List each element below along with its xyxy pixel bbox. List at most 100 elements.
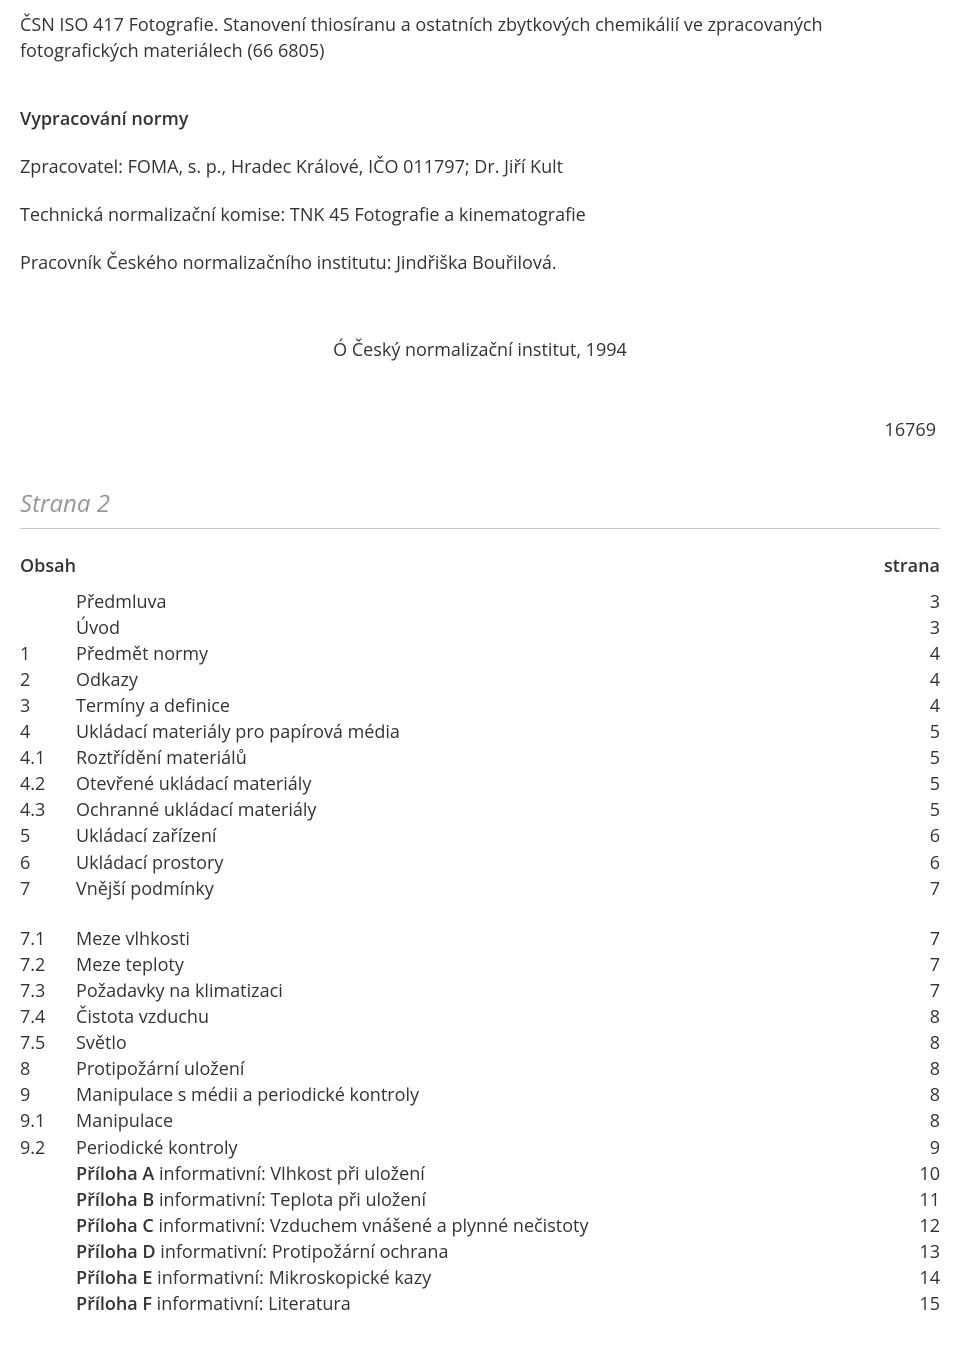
- toc-title: Příloha C informativní: Vzduchem vnášené…: [76, 1213, 900, 1239]
- toc-page: 7: [900, 926, 940, 952]
- toc-row: Předmluva3: [20, 589, 940, 615]
- toc-title: Manipulace: [76, 1108, 900, 1134]
- toc-title: Příloha B informativní: Teplota při ulož…: [76, 1187, 900, 1213]
- toc-title: Příloha F informativní: Literatura: [76, 1291, 900, 1317]
- toc-row: 4Ukládací materiály pro papírová média5: [20, 719, 940, 745]
- toc-title: Meze teploty: [76, 952, 900, 978]
- toc-row: 7.2Meze teploty7: [20, 952, 940, 978]
- toc-number: 3: [20, 693, 76, 719]
- toc-number: 2: [20, 667, 76, 693]
- toc-title: Roztřídění materiálů: [76, 745, 900, 771]
- toc-title: Požadavky na klimatizaci: [76, 978, 900, 1004]
- toc-row: Příloha D informativní: Protipožární och…: [20, 1239, 940, 1265]
- toc-row: Příloha C informativní: Vzduchem vnášené…: [20, 1213, 940, 1239]
- toc-page: 8: [900, 1056, 940, 1082]
- toc-page: 3: [900, 615, 940, 641]
- toc-page: 7: [900, 978, 940, 1004]
- toc-title: Periodické kontroly: [76, 1135, 900, 1161]
- toc-number: 8: [20, 1056, 76, 1082]
- toc-title: Meze vlhkosti: [76, 926, 900, 952]
- toc-title: Protipožární uložení: [76, 1056, 900, 1082]
- toc-row: 1Předmět normy4: [20, 641, 940, 667]
- toc-page: 7: [900, 952, 940, 978]
- toc-number: 4: [20, 719, 76, 745]
- code-number: 16769: [20, 417, 940, 443]
- toc-title: Ukládací prostory: [76, 850, 900, 876]
- author-line: Zpracovatel: FOMA, s. p., Hradec Králové…: [20, 154, 940, 180]
- toc-page: 5: [900, 719, 940, 745]
- toc-title: Příloha E informativní: Mikroskopické ka…: [76, 1265, 900, 1291]
- toc-title: Termíny a definice: [76, 693, 900, 719]
- toc-row: 4.2Otevřené ukládací materiály5: [20, 771, 940, 797]
- toc-page: 4: [900, 641, 940, 667]
- toc-prefix: Příloha D: [76, 1240, 156, 1264]
- institute-line: Pracovník Českého normalizačního institu…: [20, 250, 940, 276]
- toc-title: Světlo: [76, 1030, 900, 1056]
- toc-row: 5Ukládací zařízení6: [20, 823, 940, 849]
- toc-prefix: Příloha E: [76, 1266, 152, 1290]
- divider: [20, 528, 940, 529]
- toc-row: Příloha E informativní: Mikroskopické ka…: [20, 1265, 940, 1291]
- toc-title: Ukládací zařízení: [76, 823, 900, 849]
- toc-title: Čistota vzduchu: [76, 1004, 900, 1030]
- toc-number: 7.4: [20, 1004, 76, 1030]
- toc-page: 8: [900, 1030, 940, 1056]
- toc-number: 7: [20, 876, 76, 902]
- toc-row: 9Manipulace s médii a periodické kontrol…: [20, 1082, 940, 1108]
- toc-row: 7.5Světlo8: [20, 1030, 940, 1056]
- toc-page: 14: [900, 1265, 940, 1291]
- toc-number: 6: [20, 850, 76, 876]
- toc-page: 8: [900, 1004, 940, 1030]
- contents-header: Obsah strana: [20, 553, 940, 579]
- toc-page: 5: [900, 797, 940, 823]
- toc-page: 9: [900, 1135, 940, 1161]
- toc-page: 6: [900, 823, 940, 849]
- toc-row: 7.3Požadavky na klimatizaci7: [20, 978, 940, 1004]
- toc-number: 5: [20, 823, 76, 849]
- toc-number: 4.2: [20, 771, 76, 797]
- toc-row: Příloha B informativní: Teplota při ulož…: [20, 1187, 940, 1213]
- contents-title: Obsah: [20, 553, 76, 579]
- toc-row: 4.1Roztřídění materiálů5: [20, 745, 940, 771]
- toc-prefix: Příloha B: [76, 1188, 154, 1212]
- toc-row: 7.1Meze vlhkosti7: [20, 926, 940, 952]
- toc-page: 5: [900, 745, 940, 771]
- toc-row: Úvod3: [20, 615, 940, 641]
- toc-page: 12: [900, 1213, 940, 1239]
- toc-page: 3: [900, 589, 940, 615]
- toc-page: 15: [900, 1291, 940, 1317]
- toc-row: 9.1Manipulace8: [20, 1108, 940, 1134]
- toc-number: 7.1: [20, 926, 76, 952]
- page-label: Strana 2: [20, 487, 940, 522]
- toc-title: Předmluva: [76, 589, 900, 615]
- toc-number: 7.3: [20, 978, 76, 1004]
- toc-number: 4.1: [20, 745, 76, 771]
- toc-number: 9: [20, 1082, 76, 1108]
- toc-row: 2Odkazy4: [20, 667, 940, 693]
- toc-block-2: 7.1Meze vlhkosti77.2Meze teploty77.3Poža…: [20, 926, 940, 1317]
- toc-row: 8Protipožární uložení8: [20, 1056, 940, 1082]
- toc-prefix: Příloha F: [76, 1292, 152, 1316]
- toc-row: 3Termíny a definice4: [20, 693, 940, 719]
- toc-number: 9.2: [20, 1135, 76, 1161]
- toc-title: Vnější podmínky: [76, 876, 900, 902]
- section-title: Vypracování normy: [20, 106, 940, 132]
- toc-row: 7Vnější podmínky7: [20, 876, 940, 902]
- toc-row: Příloha F informativní: Literatura15: [20, 1291, 940, 1317]
- toc-row: 4.3Ochranné ukládací materiály5: [20, 797, 940, 823]
- toc-page: 7: [900, 876, 940, 902]
- toc-prefix: Příloha C: [76, 1214, 154, 1238]
- toc-page: 11: [900, 1187, 940, 1213]
- toc-page: 4: [900, 667, 940, 693]
- toc-block-1: Předmluva3Úvod31Předmět normy42Odkazy43T…: [20, 589, 940, 902]
- toc-title: Ochranné ukládací materiály: [76, 797, 900, 823]
- toc-prefix: Příloha A: [76, 1162, 154, 1186]
- toc-page: 10: [900, 1161, 940, 1187]
- toc-number: 7.2: [20, 952, 76, 978]
- toc-title: Manipulace s médii a periodické kontroly: [76, 1082, 900, 1108]
- toc-number: 9.1: [20, 1108, 76, 1134]
- toc-row: 7.4Čistota vzduchu8: [20, 1004, 940, 1030]
- toc-page: 5: [900, 771, 940, 797]
- toc-row: Příloha A informativní: Vlhkost při ulož…: [20, 1161, 940, 1187]
- reference-line: ČSN ISO 417 Fotografie. Stanovení thiosí…: [20, 12, 940, 64]
